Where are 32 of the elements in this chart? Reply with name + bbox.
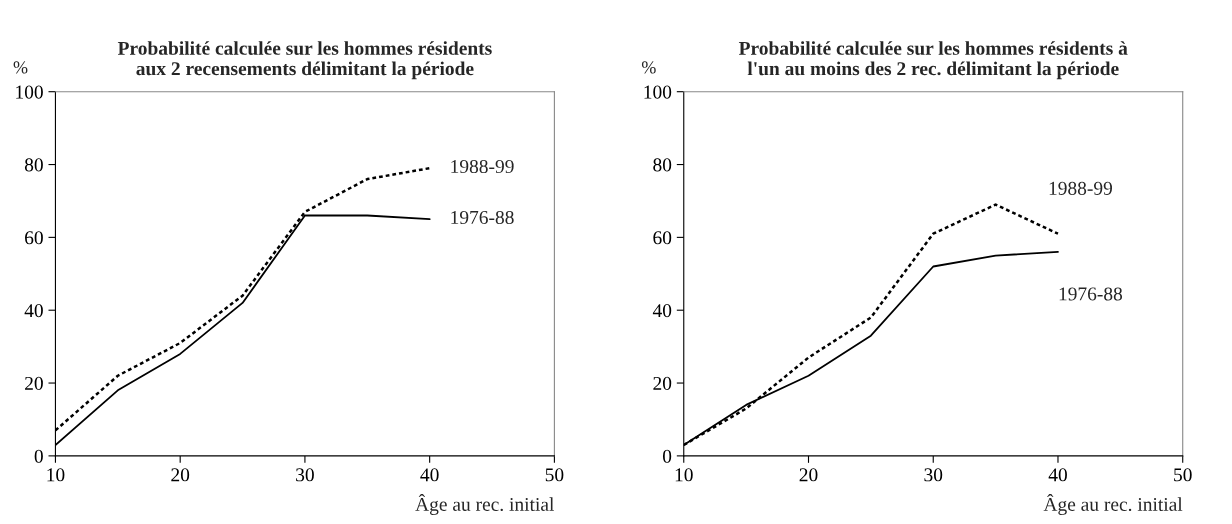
y-axis-title: % <box>641 61 656 74</box>
y-tick-label: 60 <box>653 231 672 245</box>
series-label: 1976-88 <box>451 210 514 225</box>
x-tick-label: 30 <box>296 468 314 482</box>
y-tick-label: 60 <box>25 231 43 245</box>
y-tick-label: 20 <box>653 376 672 390</box>
x-tick-label: 20 <box>799 468 818 482</box>
y-tick-label: 80 <box>653 158 672 172</box>
y-tick-label: 40 <box>24 304 43 318</box>
x-tick-label: 10 <box>675 468 693 482</box>
series-label: 1988-99 <box>451 159 514 174</box>
y-tick-label: 100 <box>644 85 672 99</box>
x-axis-title: Âge au rec. initial <box>1043 494 1183 515</box>
chart-title: Probabilité calculée sur les hommes résidents à l'un au moins des 2 rec. délimitant la période <box>738 41 1128 80</box>
x-tick-label: 50 <box>1174 468 1192 482</box>
x-tick-label: 50 <box>545 468 564 482</box>
series-label: 1988-99 <box>1049 181 1113 195</box>
x-tick-label: 20 <box>171 468 190 482</box>
y-tick-label: 40 <box>652 304 672 318</box>
x-tick-label: 40 <box>1048 468 1067 482</box>
y-tick-label: 80 <box>24 158 43 172</box>
y-tick-label: 20 <box>25 376 43 390</box>
x-tick-label: 10 <box>47 468 65 482</box>
y-tick-label: 0 <box>662 449 672 463</box>
y-axis-title: % <box>13 61 28 74</box>
y-tick-label: 0 <box>34 449 43 463</box>
x-tick-label: 40 <box>420 468 439 482</box>
x-axis-title: Âge au rec. initial <box>415 494 555 515</box>
series-label: 1976-88 <box>1059 287 1123 301</box>
chart-title: Probabilité calculée sur les hommes résidents aux 2 recensements délimitant la période <box>117 41 492 80</box>
x-tick-label: 30 <box>924 468 943 482</box>
y-tick-label: 100 <box>16 85 43 99</box>
